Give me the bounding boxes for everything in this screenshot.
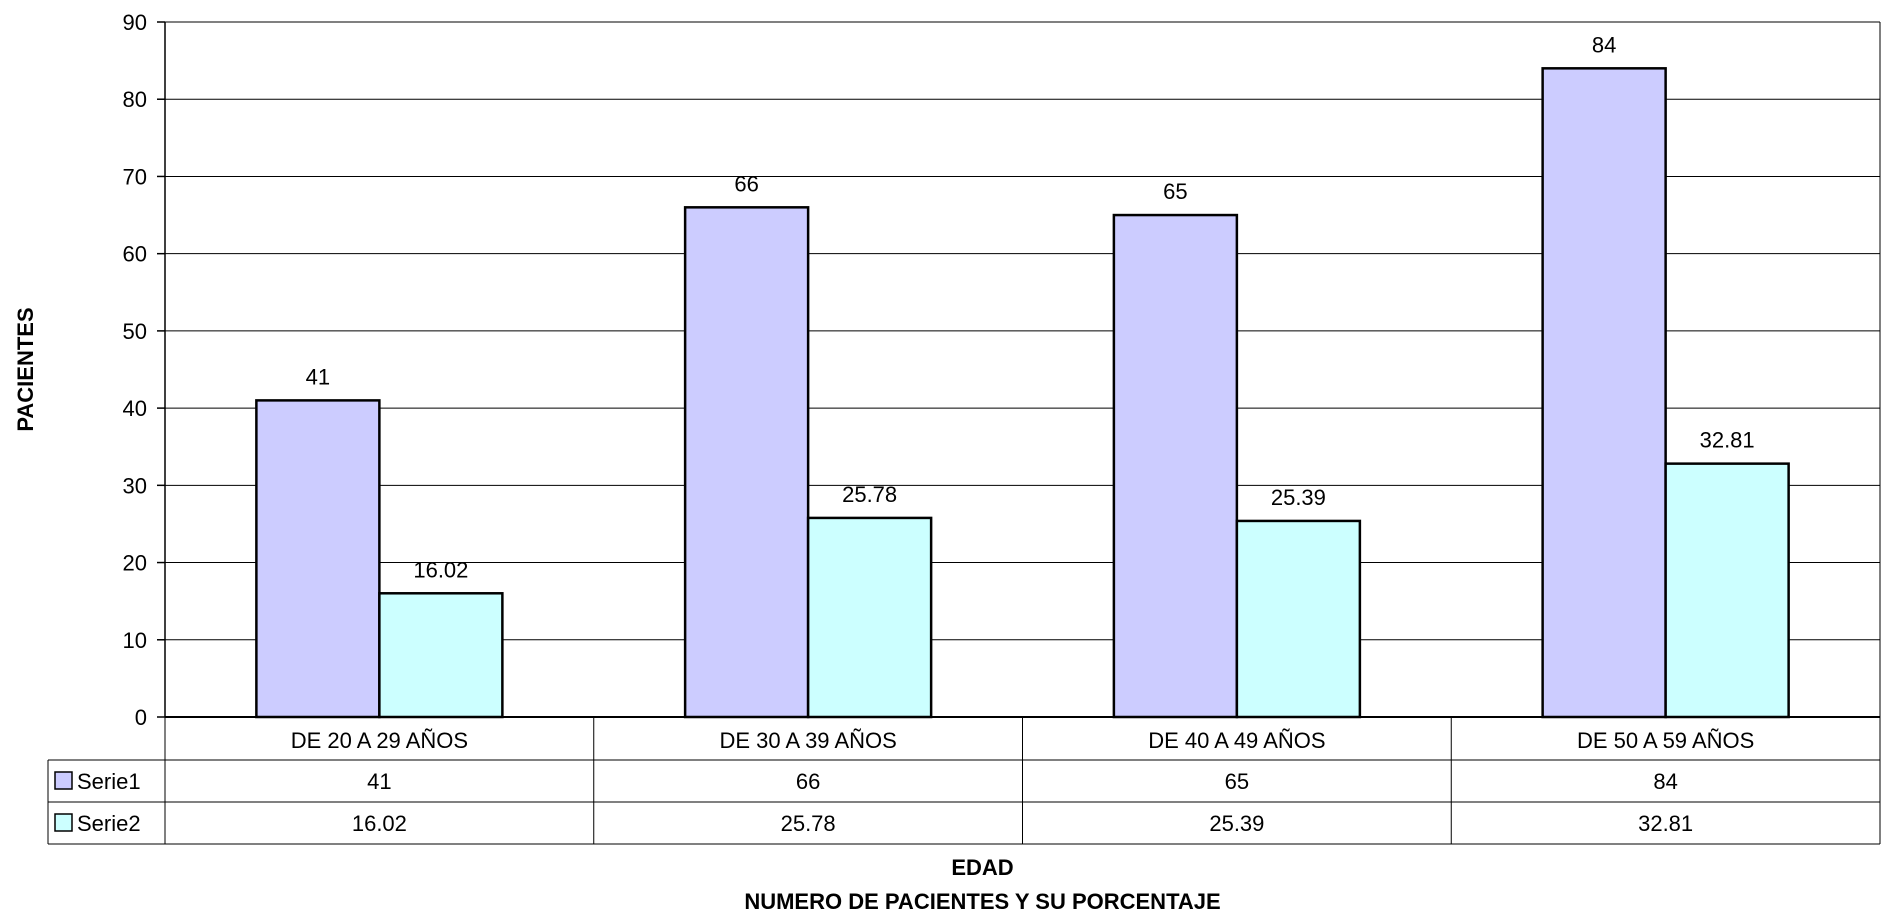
y-tick-label: 90 xyxy=(123,10,147,35)
data-label: 41 xyxy=(306,364,330,389)
y-axis-title: PACIENTES xyxy=(13,307,38,431)
legend-swatch-serie2 xyxy=(54,813,73,832)
bars xyxy=(255,67,1790,719)
table-cell: 66 xyxy=(796,769,820,794)
table-cell: 16.02 xyxy=(352,811,407,836)
table-cell: 84 xyxy=(1653,769,1677,794)
data-labels: 41 16.02 66 25.78 65 25.39 84 32.81 xyxy=(306,32,1755,582)
data-label: 25.39 xyxy=(1271,485,1326,510)
y-tick-label: 0 xyxy=(135,705,147,730)
y-tick-label: 40 xyxy=(123,396,147,421)
category-label: DE 20 A 29 AÑOS xyxy=(291,728,468,753)
bar-serie1-2 xyxy=(683,206,810,719)
table-cell: 41 xyxy=(367,769,391,794)
y-tick-label: 80 xyxy=(123,87,147,112)
x-axis-title: EDAD xyxy=(951,855,1013,880)
table-cell: 32.81 xyxy=(1638,811,1693,836)
bar-serie1-3 xyxy=(1112,213,1239,719)
category-label: DE 30 A 39 AÑOS xyxy=(719,728,896,753)
bar-serie1-4 xyxy=(1541,67,1667,719)
data-table: DE 20 A 29 AÑOS DE 30 A 39 AÑOS DE 40 A 49… xyxy=(47,717,1881,845)
y-tick-label: 70 xyxy=(123,164,147,189)
table-cell: 25.39 xyxy=(1209,811,1264,836)
y-tick-label: 20 xyxy=(123,551,147,576)
category-label: DE 50 A 59 AÑOS xyxy=(1577,728,1754,753)
table-cell: 25.78 xyxy=(781,811,836,836)
chart-subtitle: NUMERO DE PACIENTES Y SU PORCENTAJE xyxy=(744,889,1220,914)
bar-serie2-3 xyxy=(1235,519,1362,719)
data-label: 66 xyxy=(734,171,758,196)
bar-serie2-4 xyxy=(1664,462,1790,719)
legend-label-serie2: Serie2 xyxy=(77,811,141,836)
bar-serie2-1 xyxy=(378,592,504,719)
bar-serie2-2 xyxy=(806,516,933,719)
data-label: 65 xyxy=(1163,179,1187,204)
y-tick-label: 30 xyxy=(123,473,147,498)
table-cell: 65 xyxy=(1225,769,1249,794)
legend-swatch-serie1 xyxy=(54,771,73,790)
bar-serie1-1 xyxy=(255,399,381,719)
data-label: 16.02 xyxy=(413,557,468,582)
y-tick-label: 50 xyxy=(123,319,147,344)
y-axis-ticks: 0 10 20 30 40 50 60 70 80 90 xyxy=(123,10,165,730)
category-label: DE 40 A 49 AÑOS xyxy=(1148,728,1325,753)
y-tick-label: 60 xyxy=(123,242,147,267)
y-tick-label: 10 xyxy=(123,628,147,653)
data-label: 25.78 xyxy=(842,482,897,507)
legend-label-serie1: Serie1 xyxy=(77,769,141,794)
data-label: 84 xyxy=(1592,32,1616,57)
data-label: 32.81 xyxy=(1700,428,1755,453)
